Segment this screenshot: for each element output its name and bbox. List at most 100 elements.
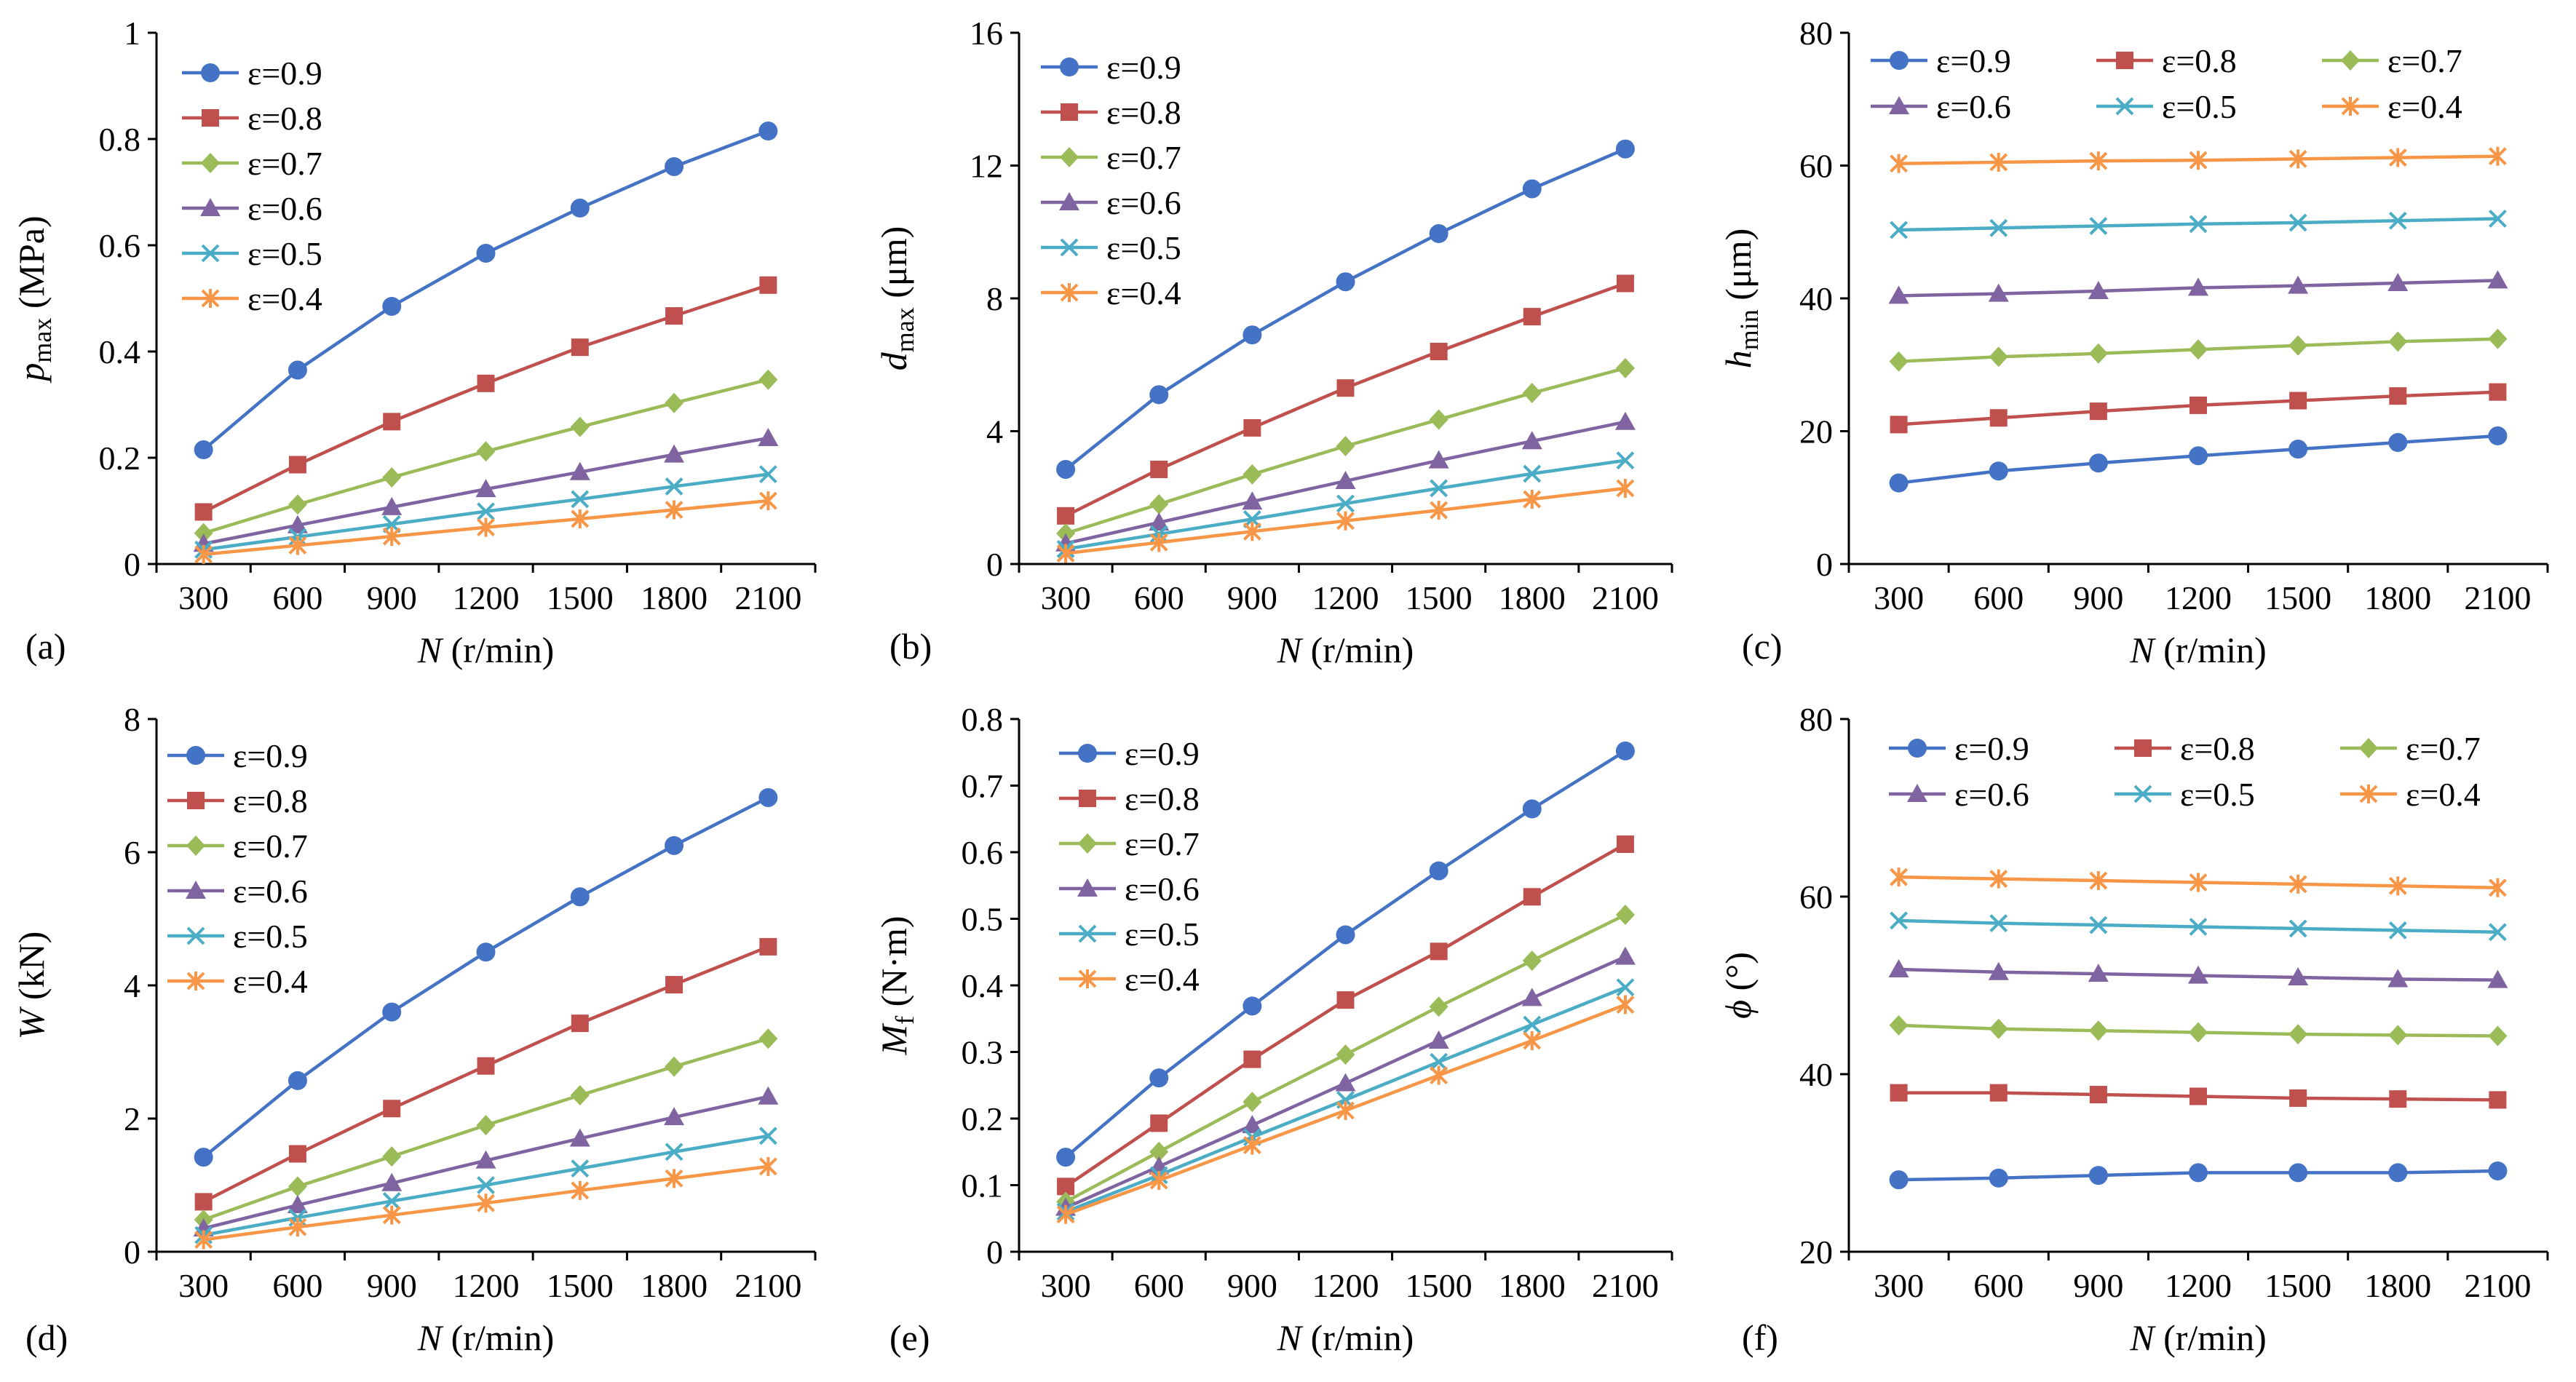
legend-item: ε=0.7 <box>167 827 308 865</box>
legend-label: ε=0.8 <box>1106 94 1181 131</box>
series-ε=0.7 <box>194 1028 778 1231</box>
data-point <box>1149 493 1169 515</box>
data-point <box>569 1128 590 1147</box>
x-tick-label: 1500 <box>2264 579 2331 616</box>
y-tick-label: 60 <box>1799 148 1833 185</box>
data-point <box>758 465 777 484</box>
data-point <box>665 307 683 325</box>
x-tick-label: 2100 <box>734 1267 801 1304</box>
series-ε=0.8 <box>1057 835 1634 1196</box>
x-tick-label: 600 <box>1973 579 2024 616</box>
data-point <box>1335 470 1356 489</box>
x-tick-label: 900 <box>1227 579 1277 616</box>
x-axis-title: N (r/min) <box>2129 630 2267 670</box>
legend-item: ε=0.6 <box>1889 776 2029 813</box>
data-point <box>1430 1065 1448 1085</box>
series-ε=0.6 <box>1888 270 2508 304</box>
legend-item: ε=0.6 <box>1041 184 1181 221</box>
legend-marker <box>201 289 220 308</box>
data-point <box>2489 878 2507 897</box>
data-point <box>758 491 777 511</box>
legend-label: ε=0.4 <box>233 963 308 1000</box>
legend-marker <box>201 244 220 263</box>
legend-label: ε=0.4 <box>2387 88 2462 125</box>
legend-marker <box>1060 147 1079 167</box>
data-point <box>1614 946 1636 965</box>
data-point <box>2089 217 2108 235</box>
chart-panel-f: 20 40 60 80 300 600 900 1200 1500 1800 2100 N (r/mi… <box>1718 701 2549 1358</box>
legend-marker <box>201 153 220 173</box>
y-tick-label: 6 <box>124 834 140 871</box>
x-axis-title-unit: (r/min) <box>2155 630 2267 670</box>
y-tick-label: 0.1 <box>962 1167 1004 1204</box>
data-point <box>2388 876 2407 896</box>
series-ε=0.8 <box>1890 383 2507 434</box>
x-tick-label: 900 <box>367 1267 417 1304</box>
data-point <box>2189 1022 2208 1043</box>
x-tick-label: 1500 <box>1406 1267 1473 1304</box>
data-point <box>2288 874 2307 894</box>
series-ε=0.9 <box>1889 1161 2508 1190</box>
data-point <box>1523 308 1541 326</box>
y-tick-label: 1 <box>124 15 140 52</box>
data-point <box>2088 343 2108 364</box>
legend-marker <box>2133 785 2152 803</box>
data-point <box>2088 1020 2108 1041</box>
series-ε=0.4 <box>1890 867 2507 897</box>
data-point <box>2288 335 2308 356</box>
data-point <box>1889 351 1909 372</box>
x-axis-title-unit: (r/min) <box>1301 630 1414 670</box>
data-point <box>288 536 307 555</box>
data-point <box>1522 383 1542 404</box>
panel-label: (d) <box>25 1317 68 1358</box>
data-point <box>1890 1084 1908 1102</box>
legend-item: ε=0.7 <box>182 145 322 182</box>
x-tick-label: 1200 <box>453 1267 520 1304</box>
legend-marker <box>1078 924 1097 943</box>
data-point <box>758 427 779 446</box>
y-tick-label: 0.4 <box>962 967 1004 1004</box>
series-ε=0.7 <box>1889 328 2508 372</box>
x-tick-label: 900 <box>2073 1267 2123 1304</box>
legend-marker <box>187 792 205 809</box>
legend-marker <box>2341 50 2360 71</box>
data-point <box>2088 453 2108 473</box>
data-point <box>1149 1068 1169 1088</box>
legend-item: ε=0.9 <box>167 737 308 774</box>
x-tick-label: 1200 <box>2165 579 2232 616</box>
x-axis-title-unit: (r/min) <box>442 630 554 670</box>
data-point <box>2189 151 2208 170</box>
data-point <box>1888 959 1909 978</box>
data-point <box>1889 1170 1909 1190</box>
data-point <box>1336 1044 1355 1065</box>
data-point <box>1429 996 1448 1017</box>
chart-panel-a: 0 0.2 0.4 0.6 0.8 1 300 600 900 1200 1500 1800 2100 N… <box>11 15 817 670</box>
data-point <box>665 1143 683 1161</box>
data-point <box>2389 387 2407 405</box>
legend-marker <box>200 198 221 216</box>
y-axis-title-subscript: min <box>1735 309 1764 350</box>
data-point <box>382 467 402 488</box>
y-axis-title: W (kN) <box>11 932 52 1040</box>
legend-item: ε=0.4 <box>167 963 308 1000</box>
legend-marker <box>1060 283 1079 302</box>
legend-item: ε=0.8 <box>1059 780 1200 817</box>
data-point <box>758 1156 777 1176</box>
x-tick-label: 1800 <box>641 579 708 616</box>
panel-label: (c) <box>1742 626 1783 667</box>
data-point <box>1989 1018 2008 1039</box>
legend-label: ε=0.5 <box>2180 776 2255 813</box>
series-ε=0.6 <box>193 1086 779 1236</box>
y-tick-label: 0 <box>124 546 140 583</box>
y-axis-title-unit: (μm) <box>1718 229 1759 310</box>
data-point <box>1242 1115 1263 1134</box>
x-tick-label: 2100 <box>1592 579 1659 616</box>
data-point <box>1989 914 2008 933</box>
data-point <box>1989 869 2008 889</box>
series-ε=0.5 <box>1890 911 2507 942</box>
legend-marker <box>186 972 205 990</box>
data-point <box>382 1002 402 1022</box>
